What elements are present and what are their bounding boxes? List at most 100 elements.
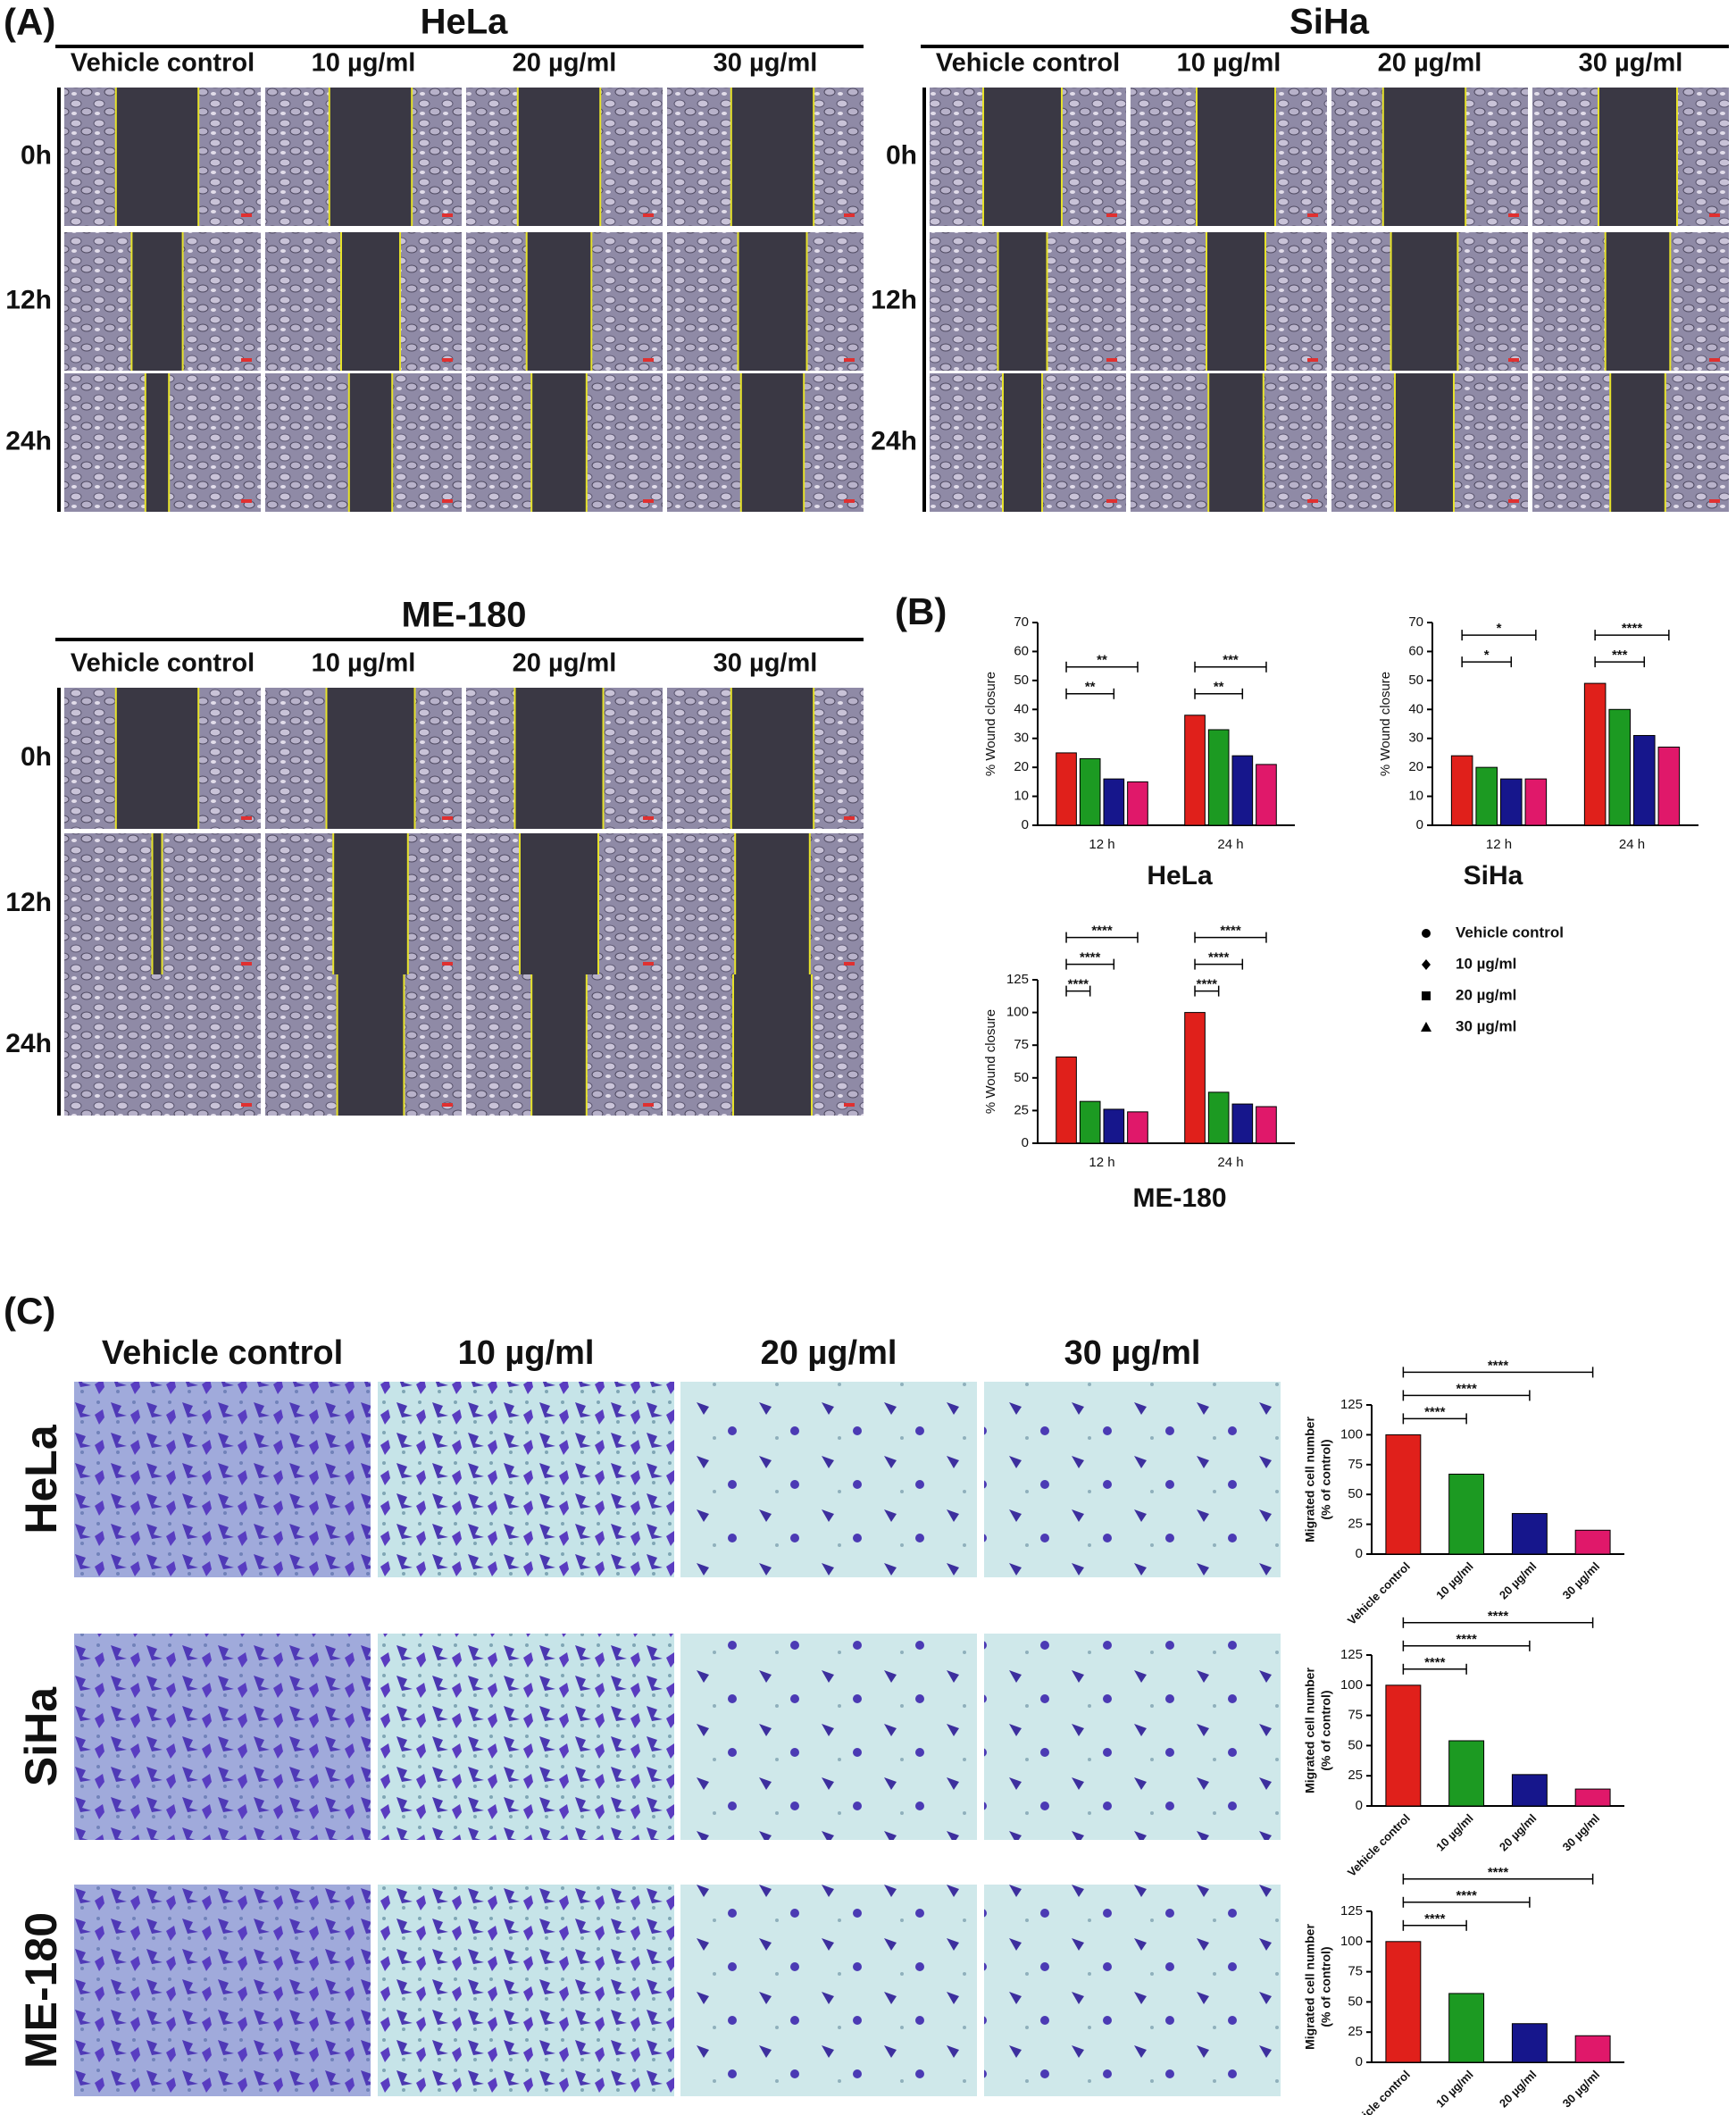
scale-bar bbox=[844, 213, 855, 217]
significance-label: ** bbox=[1085, 680, 1096, 695]
y-tick-label: 50 bbox=[1348, 1994, 1363, 2009]
time-label: 0h bbox=[886, 140, 917, 170]
significance-label: **** bbox=[1424, 1404, 1446, 1419]
y-tick-label: 50 bbox=[1348, 1486, 1363, 1501]
bar bbox=[1256, 764, 1277, 826]
y-tick-label: 100 bbox=[1340, 1426, 1363, 1442]
x-tick-label: 12 h bbox=[1089, 1155, 1114, 1170]
condition-header: 20 µg/ml bbox=[513, 49, 617, 78]
y-axis-label: (% of control) bbox=[1319, 1439, 1333, 1519]
x-tick-label: 10 µg/ml bbox=[1433, 1559, 1476, 1602]
scale-bar bbox=[442, 358, 453, 362]
y-tick-label: 75 bbox=[1348, 1457, 1363, 1472]
y-tick-label: 60 bbox=[1014, 643, 1029, 658]
scale-bar bbox=[643, 816, 654, 820]
micrograph bbox=[378, 1382, 674, 1577]
scale-bar bbox=[844, 358, 855, 362]
cell-line-title: SiHa bbox=[1289, 3, 1370, 42]
wound-gap bbox=[997, 232, 1047, 371]
scale-bar bbox=[1709, 213, 1720, 217]
legend-marker bbox=[1422, 929, 1431, 938]
x-tick-label: 30 µg/ml bbox=[1560, 1559, 1603, 1602]
y-axis-label: % Wound closure bbox=[983, 1009, 998, 1114]
significance-label: **** bbox=[1456, 1381, 1477, 1396]
bar bbox=[1448, 1993, 1485, 2063]
bar bbox=[1207, 729, 1230, 826]
y-tick-label: 0 bbox=[1022, 1135, 1029, 1150]
bar bbox=[1475, 766, 1498, 826]
condition-header: 20 µg/ml bbox=[1378, 49, 1482, 78]
scale-bar bbox=[643, 962, 654, 966]
scale-bar bbox=[1709, 499, 1720, 503]
y-tick-label: 70 bbox=[1408, 614, 1423, 630]
wound-gap bbox=[329, 88, 413, 226]
bar bbox=[1574, 1788, 1611, 1807]
x-tick-label: Vehicle control bbox=[1345, 1559, 1413, 1627]
dense-stain bbox=[74, 1382, 371, 1577]
significance-label: * bbox=[1484, 648, 1490, 663]
panel-label: (C) bbox=[4, 1290, 55, 1332]
scale-bar bbox=[1307, 499, 1318, 503]
significance-label: **** bbox=[1091, 924, 1113, 939]
wound-gap bbox=[152, 833, 163, 974]
wound-gap bbox=[730, 688, 814, 829]
condition-header: 20 µg/ml bbox=[513, 649, 617, 678]
wound-gap bbox=[520, 833, 598, 974]
significance-label: **** bbox=[1068, 977, 1089, 992]
scale-bar bbox=[241, 499, 252, 503]
bar bbox=[1079, 757, 1101, 826]
bar bbox=[1574, 1529, 1611, 1555]
x-tick-label: 20 µg/ml bbox=[1497, 1559, 1540, 1602]
wound-gap bbox=[1390, 232, 1458, 371]
panel-label: (B) bbox=[895, 590, 947, 632]
x-tick-label: 20 µg/ml bbox=[1497, 1811, 1540, 1854]
significance-label: *** bbox=[1612, 648, 1628, 663]
bar bbox=[1583, 682, 1607, 826]
condition-header: Vehicle control bbox=[71, 49, 255, 78]
wound-gap bbox=[983, 88, 1062, 226]
scale-bar bbox=[442, 499, 453, 503]
wound-gap bbox=[1395, 373, 1454, 512]
chart-title: HeLa bbox=[1147, 861, 1213, 890]
scale-bar bbox=[844, 499, 855, 503]
wound-gap bbox=[526, 232, 592, 371]
chart-title: SiHa bbox=[1464, 861, 1523, 890]
time-label: 12h bbox=[871, 285, 917, 314]
wound-gap bbox=[517, 88, 601, 226]
significance-label: ** bbox=[1214, 680, 1224, 695]
y-tick-label: 25 bbox=[1014, 1102, 1029, 1117]
wound-gap bbox=[115, 88, 199, 226]
y-tick-label: 70 bbox=[1014, 614, 1029, 630]
micrograph bbox=[984, 1382, 1281, 1577]
bar bbox=[1127, 1111, 1148, 1144]
wound-gap bbox=[348, 373, 393, 512]
y-tick-label: 40 bbox=[1408, 701, 1423, 716]
scale-bar bbox=[442, 213, 453, 217]
micrograph bbox=[984, 1885, 1281, 2096]
scale-bar bbox=[241, 816, 252, 820]
y-tick-label: 0 bbox=[1416, 817, 1423, 832]
wound-gap bbox=[1610, 373, 1665, 512]
legend-label: Vehicle control bbox=[1456, 924, 1564, 940]
bar bbox=[1184, 715, 1206, 826]
wound-gap bbox=[131, 232, 183, 371]
significance-label: ** bbox=[1097, 653, 1107, 668]
bar bbox=[1207, 1091, 1230, 1144]
y-tick-label: 125 bbox=[1340, 1397, 1363, 1412]
scale-bar bbox=[241, 358, 252, 362]
y-tick-label: 50 bbox=[1348, 1737, 1363, 1752]
wound-gap bbox=[1598, 88, 1677, 226]
scale-bar bbox=[1106, 499, 1117, 503]
legend-label: 30 µg/ml bbox=[1456, 1017, 1516, 1034]
scale-bar bbox=[442, 816, 453, 820]
bar bbox=[1633, 734, 1656, 826]
x-tick-label: Vehicle control bbox=[1345, 2068, 1413, 2115]
bar bbox=[1448, 1473, 1485, 1555]
micrograph bbox=[984, 1634, 1281, 1840]
y-tick-label: 25 bbox=[1348, 1517, 1363, 1532]
y-tick-label: 100 bbox=[1006, 1005, 1029, 1020]
time-label: 24h bbox=[5, 1029, 52, 1058]
scale-bar bbox=[241, 1103, 252, 1107]
y-tick-label: 0 bbox=[1356, 1546, 1363, 1561]
